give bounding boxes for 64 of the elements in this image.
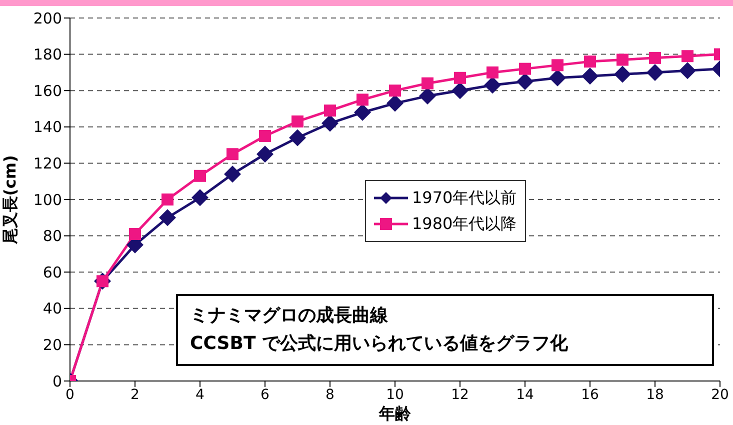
point — [162, 194, 174, 206]
x-tick-label: 8 — [326, 386, 334, 403]
y-tick-label: 0 — [52, 372, 62, 390]
x-tick-label: 14 — [516, 386, 534, 403]
y-tick-label: 80 — [42, 227, 62, 246]
annotation: ミナミマグロの成長曲線 — [190, 304, 389, 328]
point — [582, 68, 598, 85]
point — [292, 115, 304, 128]
y-tick-label: 180 — [33, 46, 62, 64]
note-box: ミナミマグロの成長曲線 CCSBT で公式に用いられている値をグラフ化 — [176, 294, 714, 366]
point — [552, 59, 564, 72]
point — [682, 50, 694, 62]
point — [322, 114, 338, 132]
x-tick-label: 0 — [66, 386, 74, 403]
x-tick-label: 2 — [130, 386, 140, 403]
point — [679, 62, 696, 80]
point — [194, 170, 206, 182]
y-tick-label: 140 — [33, 118, 62, 136]
annotation: CCSBT で公式に用いられている値をグラフ化 — [190, 332, 569, 356]
point — [192, 189, 208, 206]
point — [256, 146, 274, 163]
y-tick-label: 60 — [42, 263, 62, 282]
point — [646, 64, 664, 81]
point — [422, 77, 434, 90]
x-tick-label: 16 — [581, 386, 599, 403]
x-axis-title: 年齢 — [378, 404, 412, 423]
point — [226, 148, 238, 160]
y-tick-label: 200 — [33, 9, 62, 28]
point — [419, 88, 436, 105]
point — [259, 130, 271, 142]
point — [452, 82, 468, 100]
x-tick-label: 6 — [260, 386, 270, 403]
y-tick-label: 20 — [42, 336, 62, 354]
point — [354, 104, 371, 121]
x-tick-label: 18 — [646, 386, 664, 403]
point — [584, 56, 596, 68]
y-tick-label: 120 — [33, 154, 62, 173]
point — [519, 62, 531, 75]
point — [129, 228, 141, 240]
legend-label: 1970年代以前 — [412, 188, 517, 208]
point — [289, 129, 306, 146]
point — [159, 209, 176, 226]
point — [649, 52, 661, 64]
point — [389, 84, 401, 97]
point — [386, 94, 404, 112]
y-tick-label: 160 — [33, 82, 62, 100]
y-tick-label: 40 — [42, 300, 62, 318]
point — [616, 54, 628, 66]
point — [324, 104, 336, 117]
x-tick-label: 10 — [386, 386, 404, 403]
y-axis-title: 尾叉長(cm) — [0, 155, 20, 245]
x-tick-label: 12 — [451, 386, 469, 403]
y-tick-label: 100 — [33, 190, 62, 209]
point — [224, 166, 241, 183]
point — [486, 66, 498, 78]
point — [614, 66, 631, 83]
point — [454, 72, 466, 84]
point — [356, 94, 368, 106]
x-tick-label: 20 — [711, 386, 729, 403]
point — [549, 69, 566, 86]
point — [484, 76, 501, 94]
x-tick-label: 4 — [196, 386, 205, 403]
point — [516, 73, 534, 90]
legend-label: 1980年代以降 — [412, 214, 517, 234]
